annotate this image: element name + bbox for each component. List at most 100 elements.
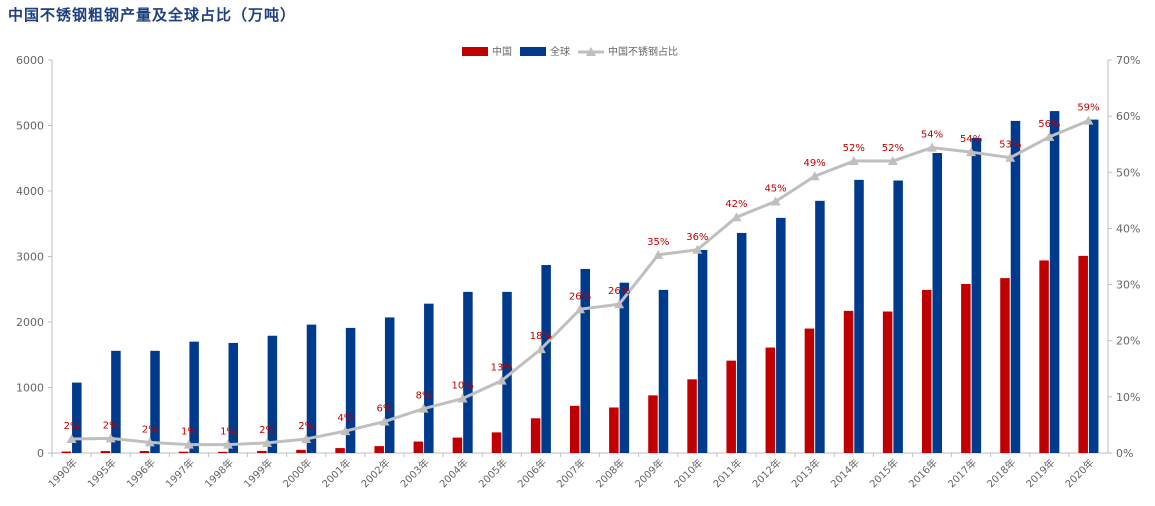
ratio-point-marker xyxy=(653,249,664,259)
bar-china xyxy=(61,451,72,453)
y-right-tick-label: 40% xyxy=(1116,222,1140,235)
legend-label-global: 全球 xyxy=(550,45,570,58)
bar-china xyxy=(687,379,697,453)
x-tick-label: 2005年 xyxy=(476,456,510,490)
ratio-point-marker xyxy=(848,156,859,166)
x-tick-label: 2010年 xyxy=(671,456,705,490)
bar-global xyxy=(619,282,630,453)
bar-global xyxy=(580,268,590,453)
ratio-data-label: 2% xyxy=(298,421,314,432)
bar-global xyxy=(463,291,473,453)
x-tick-label: 2020年 xyxy=(1062,456,1096,490)
bar-china xyxy=(843,310,854,453)
ratio-point-marker xyxy=(183,439,194,449)
y-right-tick-label: 0% xyxy=(1116,447,1133,460)
ratio-line-group xyxy=(66,115,1094,449)
bar-china xyxy=(257,450,267,453)
bar-global xyxy=(1049,111,1060,453)
legend-label-ratio: 中国不锈钢占比 xyxy=(608,45,678,58)
chart-title: 中国不锈钢粗钢产量及全球占比（万吨） xyxy=(8,6,297,24)
y-left-tick-label: 5000 xyxy=(16,120,44,133)
ratio-point-marker xyxy=(301,433,312,443)
bar-china xyxy=(1039,260,1049,453)
y-right-tick-label: 70% xyxy=(1116,54,1140,67)
bar-global xyxy=(1010,120,1021,453)
x-tick-label: 1999年 xyxy=(241,456,275,490)
bar-global xyxy=(228,342,238,453)
ratio-point-marker xyxy=(66,433,77,443)
ratio-data-label: 26% xyxy=(608,286,630,297)
ratio-point-marker xyxy=(105,433,116,443)
x-tick-label: 2001年 xyxy=(319,456,353,490)
bar-global xyxy=(893,180,903,453)
ratio-data-label: 6% xyxy=(377,404,393,415)
ratio-data-label: 54% xyxy=(921,130,943,141)
ratio-data-label: 1% xyxy=(181,427,197,438)
bar-china xyxy=(100,451,111,453)
x-tick-label: 2002年 xyxy=(358,456,392,490)
ratio-data-label: 13% xyxy=(491,363,513,374)
bar-global xyxy=(971,137,982,453)
x-tick-label: 2009年 xyxy=(632,456,666,490)
x-tick-label: 1997年 xyxy=(163,456,197,490)
x-tick-label: 2003年 xyxy=(397,456,431,490)
ratio-point-marker xyxy=(262,437,273,447)
x-tick-label: 2014年 xyxy=(828,456,862,490)
y-right-tick-label: 50% xyxy=(1116,166,1140,179)
ratio-data-label: 54% xyxy=(960,134,982,145)
legend-swatch-global xyxy=(520,47,546,56)
x-tick-label: 2008年 xyxy=(593,456,627,490)
ratio-labels-group: 2% 2% 2% 1% 1% 2% 2% 4% 6% 8% 10% 13% 18% 26% 26% 35% 36… xyxy=(64,103,1100,438)
ratio-data-label: 8% xyxy=(416,391,432,402)
bar-china xyxy=(452,437,463,453)
ratio-data-label: 10% xyxy=(452,381,474,392)
bar-global xyxy=(932,153,942,453)
bar-china xyxy=(296,449,306,453)
bar-china xyxy=(1078,255,1088,453)
ratio-point-marker xyxy=(223,439,233,449)
bar-global xyxy=(541,265,551,453)
ratio-point-marker xyxy=(535,344,546,354)
ratio-point-marker xyxy=(418,403,429,413)
x-tick-label: 2004年 xyxy=(437,456,471,490)
ratio-data-label: 35% xyxy=(647,237,669,248)
ratio-point-marker xyxy=(457,393,468,403)
ratio-point-marker xyxy=(496,375,507,385)
y-left-tick-label: 4000 xyxy=(16,185,44,198)
ratio-point-marker xyxy=(144,437,155,447)
bar-global xyxy=(736,232,747,453)
ratio-data-label: 2% xyxy=(142,424,158,435)
ratio-data-label: 18% xyxy=(530,331,552,342)
x-tick-label: 2006年 xyxy=(515,456,549,490)
x-tick-label: 2000年 xyxy=(280,456,314,490)
bar-china xyxy=(491,432,502,453)
ratio-data-label: 52% xyxy=(843,143,865,154)
ratio-point-marker xyxy=(1083,115,1094,125)
bar-global xyxy=(697,249,708,453)
ratio-data-label: 2% xyxy=(103,420,119,431)
bar-china xyxy=(139,451,150,453)
ratio-point-marker xyxy=(966,147,977,157)
bar-global xyxy=(306,324,317,453)
ratio-point-marker xyxy=(575,304,585,314)
x-tick-label: 2015年 xyxy=(867,456,901,490)
bar-china xyxy=(804,328,815,453)
bar-global xyxy=(267,335,278,453)
x-tick-label: 2013年 xyxy=(789,456,823,490)
ratio-point-marker xyxy=(887,156,898,166)
ratio-data-label: 1% xyxy=(220,427,236,438)
y-left-tick-label: 2000 xyxy=(16,316,44,329)
bar-global xyxy=(776,217,786,453)
bar-china xyxy=(178,451,189,453)
x-tick-label: 1990年 xyxy=(45,456,79,490)
y-right-tick-label: 10% xyxy=(1116,391,1140,404)
x-tick-label: 2017年 xyxy=(945,456,979,490)
y-left-tick-label: 6000 xyxy=(16,54,44,67)
bar-china xyxy=(218,451,228,453)
bar-china xyxy=(765,347,776,453)
ratio-data-label: 36% xyxy=(686,232,708,243)
bar-global xyxy=(72,382,82,453)
y-left-tick-label: 3000 xyxy=(16,251,44,264)
bar-china xyxy=(374,446,384,453)
